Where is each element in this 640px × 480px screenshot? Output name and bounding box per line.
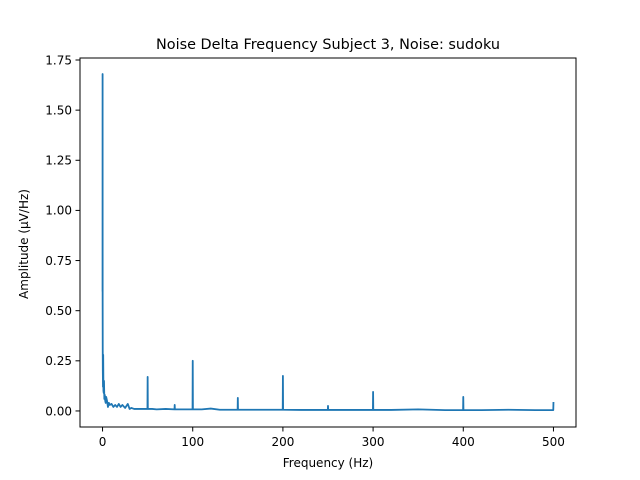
y-tick-label: 0.75	[45, 254, 72, 268]
plot-frame	[79, 57, 577, 428]
x-tick-label: 400	[452, 435, 475, 449]
y-tick-label: 1.25	[45, 154, 72, 168]
y-tick-label: 0.00	[45, 404, 72, 418]
x-axis: 0 100 200 300 400 500	[99, 427, 565, 449]
series-line-0	[101, 73, 555, 412]
y-axis-label: Amplitude (μV/Hz)	[17, 189, 31, 299]
y-tick-label: 1.50	[45, 103, 72, 117]
y-tick-label: 0.50	[45, 304, 72, 318]
y-tick-label: 1.00	[45, 204, 72, 218]
x-tick-label: 500	[542, 435, 565, 449]
y-axis: 0.00 0.25 0.50 0.75 1.00 1.25 1.50 1.75	[45, 53, 80, 418]
x-axis-label: Frequency (Hz)	[283, 456, 374, 470]
plot-area	[79, 57, 577, 428]
x-tick-label: 200	[271, 435, 294, 449]
y-tick-label: 1.75	[45, 53, 72, 67]
chart-title: Noise Delta Frequency Subject 3, Noise: …	[156, 37, 500, 53]
y-tick-label: 0.25	[45, 354, 72, 368]
x-tick-label: 100	[181, 435, 204, 449]
x-tick-label: 300	[362, 435, 385, 449]
x-tick-label: 0	[99, 435, 107, 449]
